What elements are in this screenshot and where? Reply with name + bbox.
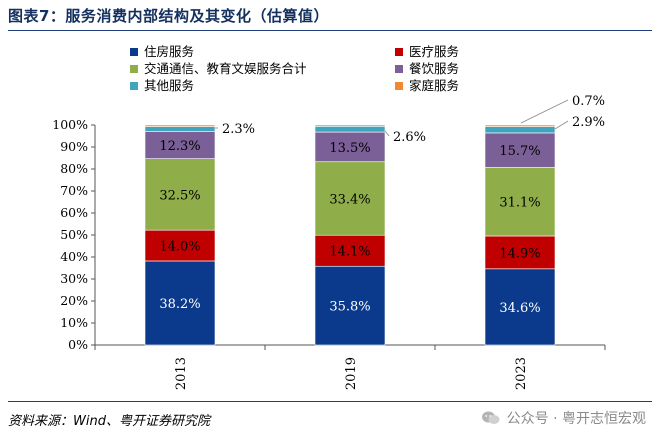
- data-label: 14.9%: [499, 246, 540, 261]
- data-label: 33.4%: [329, 192, 370, 207]
- bar-segment: [314, 234, 386, 267]
- wechat-icon: [481, 411, 500, 424]
- data-label: 35.8%: [329, 300, 370, 315]
- bar-segment: [484, 235, 556, 270]
- data-label: 32.5%: [159, 188, 200, 203]
- y-tick-label: 90%: [60, 139, 88, 154]
- data-label: 15.7%: [499, 144, 540, 159]
- legend-label: 餐饮服务: [409, 61, 459, 76]
- callout-line: [384, 130, 390, 137]
- bar-segment: [314, 161, 386, 236]
- y-tick-label: 40%: [60, 249, 88, 264]
- plot-area: 0% 10% 20% 30% 40% 50% 60% 70% 80% 90% 100% 38.2% 14…: [52, 94, 606, 390]
- bar-segment: [144, 126, 216, 132]
- y-tick-label: 70%: [60, 183, 88, 198]
- data-label: 31.1%: [499, 196, 540, 211]
- y-tick-label: 20%: [60, 293, 88, 308]
- y-tick-label: 30%: [60, 271, 88, 286]
- callout-line: [554, 120, 569, 130]
- data-label: 34.6%: [499, 301, 540, 316]
- callout-line: [520, 99, 569, 124]
- bar-segment: [484, 124, 556, 127]
- bar-segment: [314, 124, 386, 127]
- x-tick-label: 2019: [344, 357, 359, 390]
- legend-swatch: [395, 65, 403, 73]
- legend-label: 住房服务: [144, 44, 194, 59]
- watermark-text: 公众号 · 粤开志恒宏观: [506, 411, 646, 427]
- x-tick-label: 2023: [514, 357, 529, 390]
- bar-segment: [314, 126, 386, 133]
- callout-label: 2.9%: [572, 115, 605, 130]
- y-tick-label: 100%: [52, 117, 88, 132]
- y-tick-label: 10%: [60, 315, 88, 330]
- y-tick-label: 80%: [60, 161, 88, 176]
- data-label: 38.2%: [159, 297, 200, 312]
- legend-swatch: [130, 65, 138, 73]
- bar-segment: [484, 167, 556, 237]
- bar-segment: [144, 158, 216, 231]
- legend-label: 其他服务: [144, 78, 194, 93]
- y-tick-label: 50%: [60, 227, 88, 242]
- source-note: 资料来源：Wind、粤开证券研究院: [8, 414, 210, 429]
- title-rule: [8, 30, 652, 31]
- legend-swatch: [395, 48, 403, 56]
- legend-label: 医疗服务: [409, 44, 459, 59]
- legend-label: 交通通信、教育文娱服务合计: [144, 61, 307, 76]
- bar-segment: [144, 229, 216, 262]
- legend-label: 家庭服务: [409, 78, 459, 93]
- callout-label: 0.7%: [572, 94, 605, 109]
- legend-swatch: [395, 82, 403, 90]
- bar-segment: [484, 126, 556, 134]
- y-tick-label: 60%: [60, 205, 88, 220]
- legend-swatch: [130, 48, 138, 56]
- chart-title: 图表7：服务消费内部结构及其变化（估算值）: [8, 7, 329, 25]
- bar-segment: [314, 131, 386, 163]
- data-label: 13.5%: [329, 141, 370, 156]
- y-tick-label: 0%: [68, 337, 88, 352]
- footer-rule: [8, 401, 652, 402]
- bar-segment: [484, 132, 556, 168]
- bar-segment: [484, 268, 556, 346]
- data-label: 14.0%: [159, 240, 200, 255]
- data-label: 12.3%: [159, 139, 200, 154]
- x-tick-label: 2013: [174, 357, 189, 390]
- legend-swatch: [130, 82, 138, 90]
- bar-segment: [144, 124, 216, 127]
- callout-label: 2.3%: [222, 122, 255, 137]
- bar-segment: [144, 131, 216, 159]
- bar-segment: [314, 265, 386, 346]
- callout-label: 2.6%: [393, 130, 426, 145]
- data-label: 14.1%: [329, 245, 370, 260]
- watermark: 公众号 · 粤开志恒宏观: [481, 408, 646, 428]
